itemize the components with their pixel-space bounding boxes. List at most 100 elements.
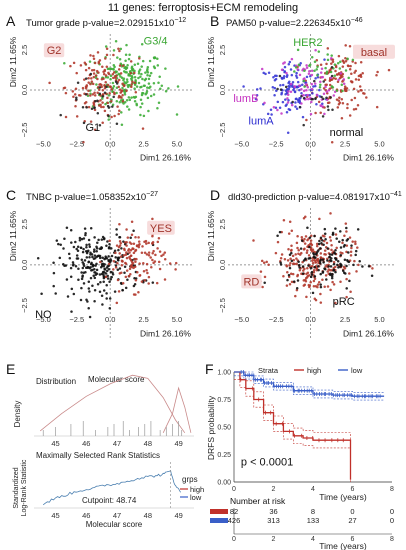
data-point — [121, 86, 124, 90]
data-point — [302, 97, 306, 100]
data-point — [312, 284, 316, 288]
data-point — [332, 262, 336, 266]
data-point — [297, 263, 301, 267]
panel-title: Tumor grade p-value=2.029151x10−12 — [26, 17, 186, 29]
data-point — [147, 109, 150, 113]
data-point — [102, 72, 106, 76]
data-point — [111, 271, 114, 274]
p-value-label: p < 0.0001 — [241, 457, 293, 469]
data-point — [276, 100, 280, 104]
data-point — [313, 234, 316, 238]
data-point — [140, 251, 144, 254]
ci-upper-low — [234, 371, 385, 393]
data-point — [283, 70, 286, 74]
data-point — [335, 246, 338, 250]
x-tick-label: 48 — [144, 511, 152, 520]
data-point — [331, 251, 334, 254]
data-point — [376, 70, 379, 74]
data-point — [130, 220, 134, 224]
data-point — [132, 242, 136, 246]
data-point — [100, 105, 103, 109]
data-point — [314, 84, 317, 88]
data-point — [118, 239, 122, 243]
data-point — [320, 67, 324, 71]
data-point — [361, 265, 364, 268]
data-point — [318, 88, 321, 92]
data-point — [332, 94, 336, 97]
data-point — [140, 280, 144, 283]
y-tick-label: 0.00 — [217, 480, 231, 487]
points-layer — [252, 212, 374, 305]
data-point — [115, 122, 119, 125]
title-exponent: −27 — [146, 191, 158, 198]
data-point — [295, 257, 298, 260]
data-point — [315, 242, 319, 246]
data-point — [148, 74, 152, 78]
x-tick-label: −2.5 — [69, 139, 84, 148]
data-point — [353, 96, 357, 100]
data-point — [124, 286, 128, 290]
data-point — [106, 96, 109, 100]
data-point — [355, 270, 358, 273]
data-point — [316, 283, 320, 286]
data-point — [142, 114, 146, 118]
panel-title: PAM50 p-value=2.226345x10−46 — [226, 17, 363, 29]
data-point — [300, 236, 304, 239]
data-point — [128, 255, 131, 259]
data-point — [121, 82, 124, 85]
data-point — [330, 140, 334, 144]
panel-letter: C — [6, 187, 16, 203]
data-point — [123, 271, 126, 275]
x-tick-label: 49 — [174, 511, 182, 520]
data-point — [83, 227, 87, 230]
data-point — [121, 99, 125, 103]
data-point — [85, 243, 88, 247]
data-point — [339, 230, 342, 233]
data-point — [119, 47, 123, 51]
data-point — [339, 251, 342, 254]
data-point — [84, 68, 88, 72]
data-point — [313, 256, 316, 259]
data-point — [332, 283, 336, 286]
data-point — [65, 278, 69, 281]
data-point — [343, 243, 346, 247]
data-point — [141, 91, 144, 95]
data-point — [321, 75, 325, 79]
label-box — [147, 220, 175, 235]
data-point — [269, 108, 273, 111]
data-point — [362, 92, 365, 95]
data-point — [327, 265, 330, 268]
data-point — [134, 249, 137, 253]
data-point — [324, 265, 327, 268]
data-point — [349, 250, 353, 254]
data-point — [48, 81, 51, 85]
data-point — [128, 53, 131, 57]
data-point — [316, 65, 319, 69]
data-point — [328, 236, 332, 239]
group-label: basal — [361, 47, 387, 59]
data-point — [64, 264, 68, 267]
data-point — [72, 292, 76, 296]
data-point — [347, 64, 350, 68]
data-point — [95, 268, 99, 272]
y-tick-label: 1.00 — [217, 370, 231, 377]
data-point — [316, 75, 320, 79]
y-tick-label: 0.50 — [217, 425, 231, 432]
data-point — [359, 60, 363, 64]
data-point — [117, 85, 120, 89]
data-point — [324, 274, 328, 277]
data-point — [325, 90, 329, 93]
data-point — [310, 234, 313, 237]
data-point — [315, 251, 318, 255]
data-point — [138, 262, 141, 265]
data-point — [330, 253, 334, 256]
data-point — [326, 259, 329, 262]
data-point — [341, 269, 345, 273]
density-axis-label: Density — [13, 401, 22, 428]
data-point — [296, 80, 300, 84]
data-point — [261, 285, 264, 289]
data-point — [89, 276, 93, 280]
data-point — [319, 252, 323, 255]
data-point — [350, 98, 353, 102]
panel-letter: E — [6, 361, 15, 377]
